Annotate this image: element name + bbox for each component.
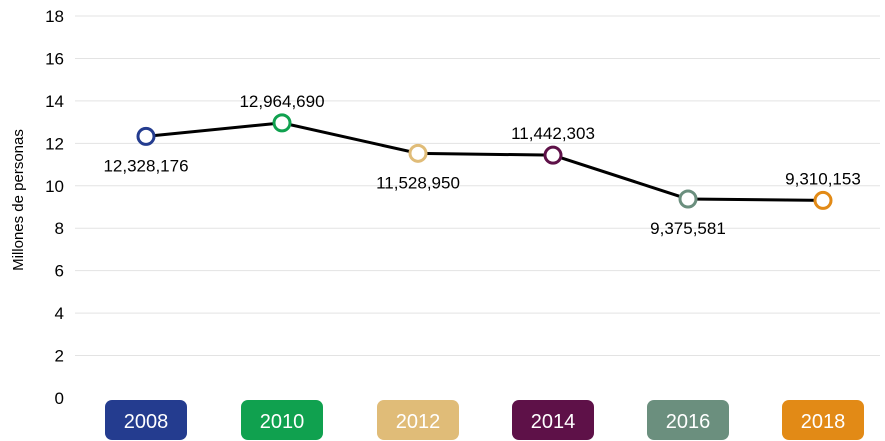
y-tick-label: 16 bbox=[45, 49, 64, 68]
data-label: 12,328,176 bbox=[103, 156, 188, 175]
data-label: 11,528,950 bbox=[376, 173, 460, 192]
y-axis-ticks: 0 2 4 6 8 10 12 14 16 18 bbox=[45, 7, 64, 408]
data-point bbox=[272, 113, 292, 133]
year-badge bbox=[105, 400, 187, 440]
data-point bbox=[136, 126, 156, 146]
year-badge bbox=[512, 400, 594, 440]
y-tick-label: 18 bbox=[45, 7, 64, 26]
year-badge bbox=[647, 400, 729, 440]
y-tick-label: 8 bbox=[55, 219, 64, 238]
x-tick-label: 2016 bbox=[666, 411, 711, 433]
data-label: 9,375,581 bbox=[650, 219, 726, 238]
data-label: 12,964,690 bbox=[239, 92, 324, 111]
series-line bbox=[145, 121, 824, 202]
data-point bbox=[543, 145, 563, 165]
series-polyline bbox=[145, 121, 824, 202]
data-point bbox=[408, 143, 428, 163]
year-badge bbox=[377, 400, 459, 440]
x-tick-label: 2014 bbox=[531, 411, 576, 433]
y-tick-label: 6 bbox=[55, 262, 64, 281]
y-axis-label: Millones de personas bbox=[10, 129, 27, 271]
data-label: 9,310,153 bbox=[785, 169, 861, 188]
y-tick-label: 14 bbox=[45, 92, 64, 111]
x-tick-label: 2008 bbox=[124, 411, 169, 433]
y-tick-label: 10 bbox=[45, 177, 64, 196]
y-tick-label: 2 bbox=[55, 347, 64, 366]
y-tick-label: 12 bbox=[45, 134, 64, 153]
gridlines bbox=[75, 15, 880, 357]
x-tick-label: 2018 bbox=[801, 411, 846, 433]
year-badge bbox=[241, 400, 323, 440]
x-tick-label: 2010 bbox=[260, 411, 305, 433]
data-labels: 12,328,176 12,964,690 11,528,950 11,442,303… bbox=[103, 92, 860, 238]
y-tick-label: 0 bbox=[55, 389, 64, 408]
data-points bbox=[136, 113, 833, 210]
data-point bbox=[813, 190, 833, 210]
x-axis-categories: 2008 2010 2012 2014 2016 2018 bbox=[105, 400, 864, 440]
data-point bbox=[678, 189, 698, 209]
x-tick-label: 2012 bbox=[396, 411, 441, 433]
y-tick-label: 4 bbox=[55, 304, 64, 323]
data-label: 11,442,303 bbox=[511, 124, 595, 143]
year-badge bbox=[782, 400, 864, 440]
